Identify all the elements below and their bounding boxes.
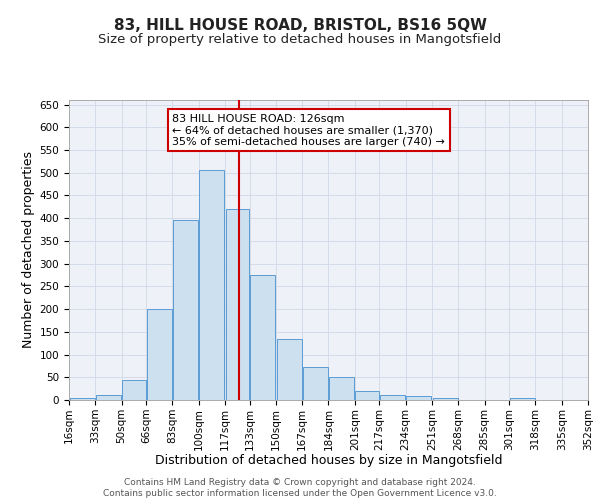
Bar — [250, 275, 275, 400]
Bar — [433, 398, 458, 400]
Bar — [329, 378, 354, 400]
Bar — [355, 391, 379, 400]
Bar — [70, 398, 95, 400]
Bar — [199, 170, 224, 400]
Bar — [510, 398, 535, 400]
Bar — [173, 220, 198, 400]
Text: 83, HILL HOUSE ROAD, BRISTOL, BS16 5QW: 83, HILL HOUSE ROAD, BRISTOL, BS16 5QW — [113, 18, 487, 32]
Bar — [122, 380, 146, 400]
Bar — [380, 396, 405, 400]
Bar — [147, 309, 172, 400]
Text: Contains HM Land Registry data © Crown copyright and database right 2024.
Contai: Contains HM Land Registry data © Crown c… — [103, 478, 497, 498]
Text: Size of property relative to detached houses in Mangotsfield: Size of property relative to detached ho… — [98, 32, 502, 46]
Bar — [303, 368, 328, 400]
Y-axis label: Number of detached properties: Number of detached properties — [22, 152, 35, 348]
X-axis label: Distribution of detached houses by size in Mangotsfield: Distribution of detached houses by size … — [155, 454, 502, 467]
Bar — [96, 396, 121, 400]
Bar — [277, 338, 302, 400]
Text: 83 HILL HOUSE ROAD: 126sqm
← 64% of detached houses are smaller (1,370)
35% of s: 83 HILL HOUSE ROAD: 126sqm ← 64% of deta… — [172, 114, 445, 147]
Bar — [226, 209, 249, 400]
Bar — [406, 396, 431, 400]
